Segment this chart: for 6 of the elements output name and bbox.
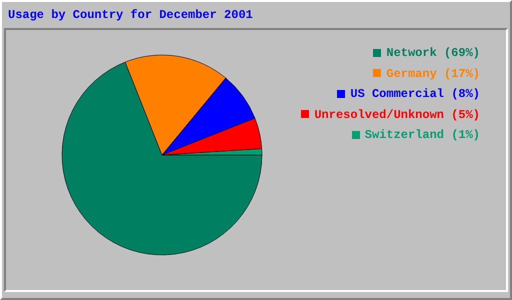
legend-label: Unresolved/Unknown (5%) — [313, 108, 480, 124]
legend-label: Switzerland (1%) — [364, 128, 480, 144]
chart-title: Usage by Country for December 2001 — [8, 8, 253, 22]
legend-label: US Commercial (8%) — [349, 87, 480, 103]
legend-label: Germany (17%) — [385, 66, 480, 82]
legend-label: Network (69%) — [385, 46, 480, 62]
